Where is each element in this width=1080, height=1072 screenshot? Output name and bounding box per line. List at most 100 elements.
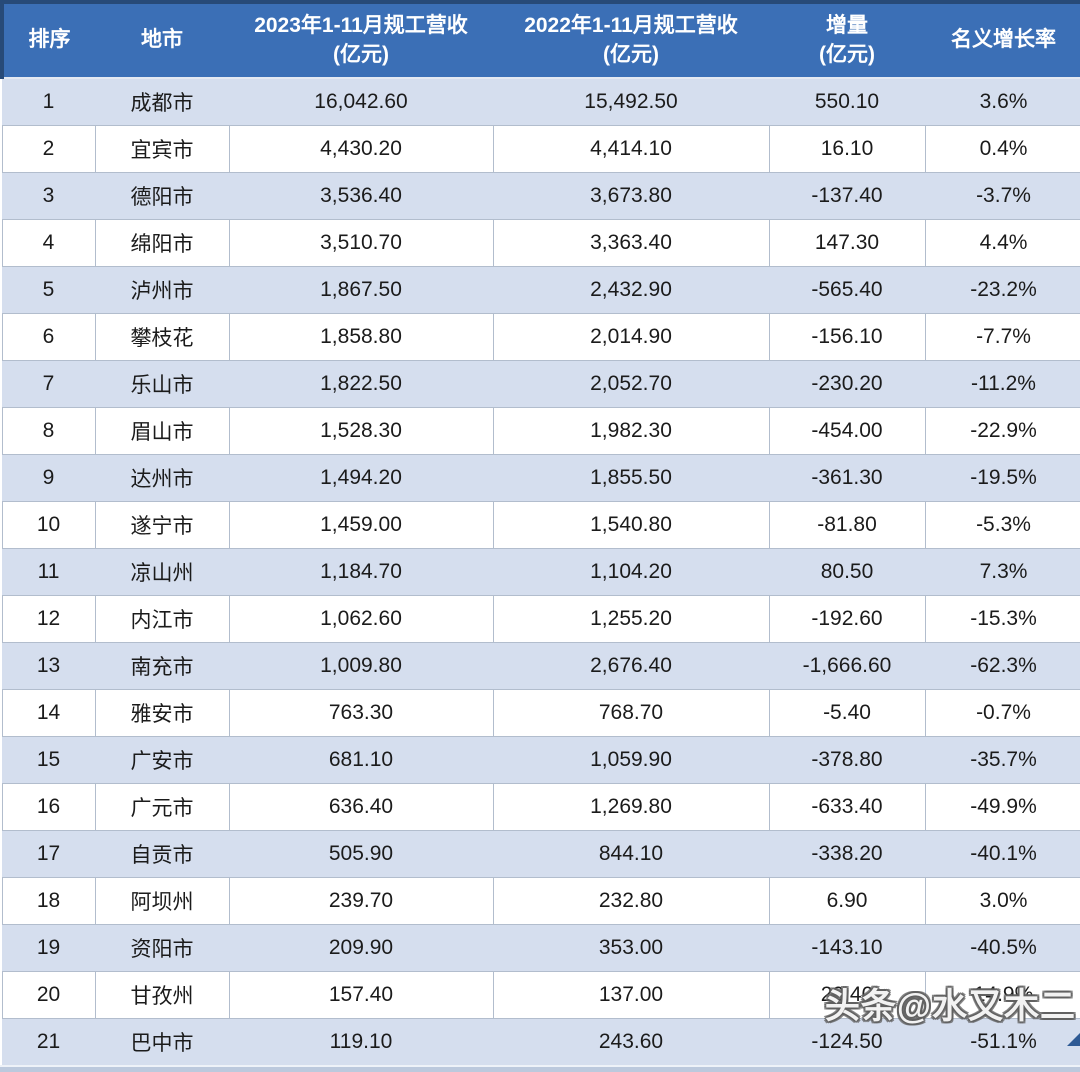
cell-rank: 7 (2, 360, 95, 408)
cell-growth: 7.3% (925, 548, 1080, 596)
cell-rank: 12 (1, 595, 96, 643)
cell-city: 成都市 (95, 78, 229, 126)
cell-rev2023: 1,867.50 (229, 266, 493, 314)
cell-rev2022: 1,855.50 (493, 454, 769, 502)
cell-delta: -378.80 (769, 736, 925, 784)
cell-delta: -5.40 (768, 689, 926, 737)
column-header-label: 增量 (826, 14, 868, 38)
cell-delta: -633.40 (768, 783, 926, 831)
cell-rank: 17 (2, 830, 95, 878)
table-row: 17 自贡市 505.90 844.10 -338.20 -40.1% (2, 830, 1080, 878)
table-row: 1 成都市 16,042.60 15,492.50 550.10 3.6% (2, 78, 1080, 126)
cell-rev2023: 1,184.70 (229, 548, 493, 596)
cell-rev2022: 353.00 (493, 924, 769, 972)
cell-rev2022: 2,432.90 (493, 266, 769, 314)
cell-rev2022: 1,104.20 (493, 548, 769, 596)
cell-growth: -23.2% (925, 266, 1080, 314)
cell-delta: -338.20 (769, 830, 925, 878)
cell-rank: 13 (2, 642, 95, 690)
cell-rev2022: 243.60 (493, 1018, 769, 1065)
corner-triangle-icon (1067, 1033, 1080, 1046)
cell-rev2023: 1,858.80 (228, 313, 494, 361)
table-body: 1 成都市 16,042.60 15,492.50 550.10 3.6% 2 宜宾市 4,43… (1, 78, 1080, 1065)
cell-rank: 1 (2, 78, 95, 126)
cell-growth: 4.4% (924, 219, 1080, 267)
cell-rev2022: 1,269.80 (492, 783, 770, 831)
column-header-rank: 排序 (0, 0, 95, 79)
cell-rev2022: 844.10 (493, 830, 769, 878)
cell-city: 攀枝花 (94, 313, 230, 361)
cell-delta: -1,666.60 (769, 642, 925, 690)
table-row: 9 达州市 1,494.20 1,855.50 -361.30 -19.5% (2, 454, 1080, 502)
cell-city: 泸州市 (95, 266, 229, 314)
cell-city: 宜宾市 (94, 125, 230, 173)
cell-growth: -22.9% (924, 407, 1080, 455)
table-row: 7 乐山市 1,822.50 2,052.70 -230.20 -11.2% (2, 360, 1080, 408)
cell-rank: 4 (1, 219, 96, 267)
cell-delta: -230.20 (769, 360, 925, 408)
cell-delta: -156.10 (768, 313, 926, 361)
cell-city: 自贡市 (95, 830, 229, 878)
cell-city: 达州市 (95, 454, 229, 502)
cell-rev2023: 239.70 (228, 877, 494, 925)
cell-rank: 16 (1, 783, 96, 831)
cell-growth: -40.5% (925, 924, 1080, 972)
cell-rev2023: 1,528.30 (228, 407, 494, 455)
cell-city: 乐山市 (95, 360, 229, 408)
cell-city: 雅安市 (94, 689, 230, 737)
column-header-delta: 增量 (亿元) (769, 0, 925, 79)
table-row: 21 巴中市 119.10 243.60 -124.50 -51.1% (2, 1018, 1080, 1065)
cell-growth: -5.3% (924, 501, 1080, 549)
cell-growth: -11.2% (925, 360, 1080, 408)
cell-rank: 19 (2, 924, 95, 972)
cell-growth: -7.7% (924, 313, 1080, 361)
cell-rev2022: 3,673.80 (493, 172, 769, 220)
cell-rev2023: 681.10 (229, 736, 493, 784)
column-header-label: 2023年1-11月规工营收 (254, 14, 468, 38)
cell-rank: 2 (1, 125, 96, 173)
cell-rev2023: 1,062.60 (228, 595, 494, 643)
table-row: 16 广元市 636.40 1,269.80 -633.40 -49.9% (1, 783, 1080, 831)
cell-rank: 9 (2, 454, 95, 502)
cell-rank: 10 (1, 501, 96, 549)
cell-city: 巴中市 (95, 1018, 229, 1065)
cell-rank: 11 (2, 548, 95, 596)
cell-delta: 20.40 (768, 971, 926, 1019)
cell-delta: -143.10 (769, 924, 925, 972)
cell-rev2022: 3,363.40 (492, 219, 770, 267)
cell-city: 德阳市 (95, 172, 229, 220)
cell-rank: 8 (1, 407, 96, 455)
cell-delta: -124.50 (769, 1018, 925, 1065)
cell-rev2023: 763.30 (228, 689, 494, 737)
cell-rev2022: 2,052.70 (493, 360, 769, 408)
cell-delta: -137.40 (769, 172, 925, 220)
cell-growth: -49.9% (924, 783, 1080, 831)
cell-growth: -0.7% (924, 689, 1080, 737)
column-header-growth: 名义增长率 (925, 0, 1080, 79)
cell-rev2022: 1,540.80 (492, 501, 770, 549)
cell-city: 广安市 (95, 736, 229, 784)
cell-city: 遂宁市 (94, 501, 230, 549)
cell-rev2022: 15,492.50 (493, 78, 769, 126)
cell-rev2022: 2,014.90 (492, 313, 770, 361)
cell-rev2022: 232.80 (492, 877, 770, 925)
table-row: 2 宜宾市 4,430.20 4,414.10 16.10 0.4% (1, 125, 1080, 173)
cell-rev2022: 2,676.40 (493, 642, 769, 690)
table-row: 10 遂宁市 1,459.00 1,540.80 -81.80 -5.3% (1, 501, 1080, 549)
column-header-city: 地市 (95, 0, 229, 79)
table-row: 19 资阳市 209.90 353.00 -143.10 -40.5% (2, 924, 1080, 972)
cell-growth: 3.6% (925, 78, 1080, 126)
cell-delta: -81.80 (768, 501, 926, 549)
table-row: 4 绵阳市 3,510.70 3,363.40 147.30 4.4% (1, 219, 1080, 267)
cell-rank: 5 (2, 266, 95, 314)
column-header-label: 名义增长率 (951, 28, 1056, 52)
column-header-label: 排序 (28, 28, 71, 52)
table-row: 14 雅安市 763.30 768.70 -5.40 -0.7% (1, 689, 1080, 737)
table-row: 13 南充市 1,009.80 2,676.40 -1,666.60 -62.3% (2, 642, 1080, 690)
table-bottom-strip (0, 1065, 1080, 1072)
cell-rev2023: 4,430.20 (228, 125, 494, 173)
cell-growth: -15.3% (924, 595, 1080, 643)
cell-rev2023: 3,536.40 (229, 172, 493, 220)
cell-delta: 147.30 (768, 219, 926, 267)
cell-rank: 20 (1, 971, 96, 1019)
